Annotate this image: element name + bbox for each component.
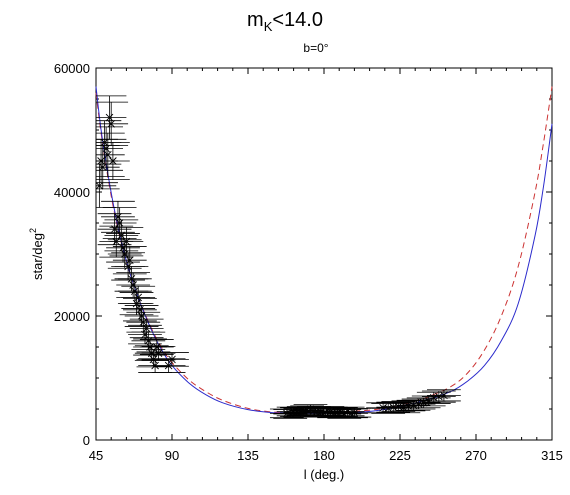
x-tick-label: 225 (389, 448, 411, 463)
observed-points (95, 95, 461, 419)
x-tick-label: 270 (465, 448, 487, 463)
observed-point (151, 358, 186, 373)
observed-point (371, 403, 406, 414)
observed-point (116, 272, 151, 298)
observed-point (96, 141, 130, 181)
x-tick-label: 135 (237, 448, 259, 463)
observed-point (123, 298, 157, 322)
observed-point (102, 207, 137, 239)
observed-point (155, 352, 189, 367)
observed-point (126, 311, 161, 333)
y-axis-label-main: star/deg (30, 233, 45, 280)
observed-point (124, 305, 159, 327)
observed-point (96, 132, 125, 177)
observed-point (337, 407, 372, 418)
y-axis-label-superscript: 2 (28, 228, 38, 233)
observed-point (109, 226, 144, 257)
observed-point (96, 101, 129, 146)
x-tick-label: 45 (89, 448, 103, 463)
observed-point (421, 390, 456, 403)
y-tick-label: 40000 (54, 185, 90, 200)
observed-point (107, 239, 142, 269)
chart-subtitle: b=0° (303, 41, 328, 55)
y-tick-label: 20000 (54, 309, 90, 324)
y-axis-label: star/deg2 (28, 228, 45, 280)
observed-point (129, 318, 164, 339)
model-solid-line (95, 86, 553, 414)
x-tick-label: 90 (165, 448, 179, 463)
observed-point (117, 278, 152, 305)
plot-frame (95, 67, 553, 441)
y-axis: 0 20000 40000 60000 (54, 61, 552, 448)
y-tick-label: 60000 (54, 61, 90, 76)
y-tick-label: 0 (83, 433, 90, 448)
observed-point (427, 389, 461, 402)
x-tick-label: 180 (313, 448, 335, 463)
model-dashed-line (95, 86, 553, 414)
x-tick-label: 315 (541, 448, 563, 463)
observed-point (141, 345, 176, 361)
chart-title-main: m (247, 9, 264, 31)
chart-title-subscript: K (264, 19, 273, 34)
chart-title: mK<14.0 (247, 9, 323, 34)
x-axis-label: l (deg.) (304, 467, 344, 482)
chart-title-suffix: <14.0 (272, 9, 323, 31)
x-axis: 45 90 135 180 225 270 315 (89, 68, 563, 463)
observed-point (334, 408, 368, 419)
observed-point (106, 233, 140, 263)
observed-point (327, 409, 362, 419)
observed-point (119, 292, 154, 316)
observed-point (112, 246, 147, 275)
